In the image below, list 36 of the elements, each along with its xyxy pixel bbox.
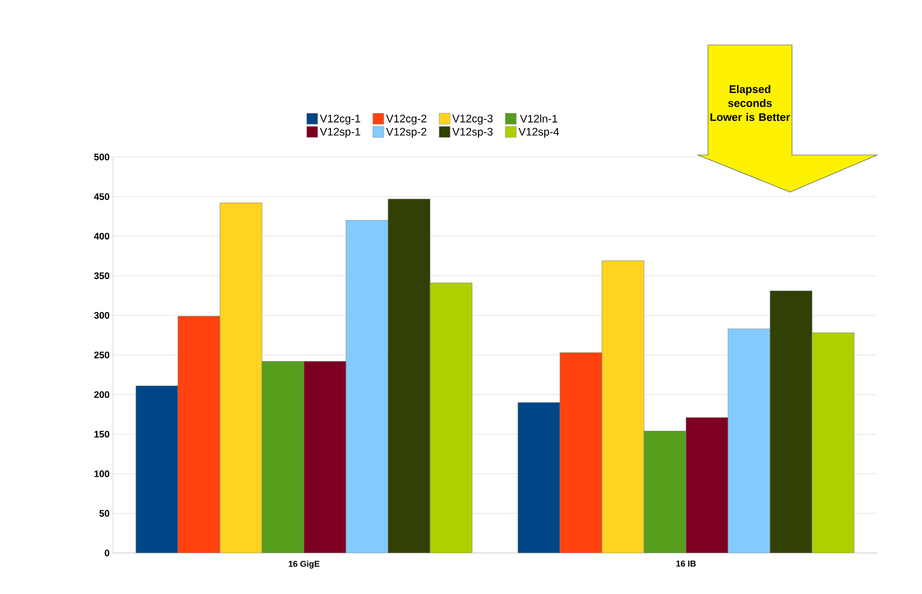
y-tick-label: 200 [94, 391, 110, 398]
legend-label: V12cg-3 [452, 114, 493, 125]
bar [560, 352, 602, 553]
bar [812, 332, 854, 553]
y-tick-label: 300 [94, 312, 110, 319]
bar [178, 316, 220, 553]
y-tick-label: 150 [94, 430, 110, 438]
legend-label: V12ln-1 [520, 114, 558, 122]
bar [136, 386, 178, 553]
bar [388, 198, 430, 553]
y-tick-label: 0 [104, 550, 110, 556]
x-tick-label: 16 IB [676, 560, 696, 567]
bar [430, 282, 472, 553]
bar [346, 220, 388, 553]
bar [770, 290, 812, 553]
y-tick-label: 450 [94, 193, 110, 200]
y-tick-label: 400 [94, 232, 110, 240]
legend-label: V12sp-1 [320, 128, 360, 138]
bar [304, 361, 346, 553]
y-tick-label: 500 [94, 154, 110, 160]
legend-label: V12sp-4 [518, 128, 559, 138]
legend-label: V12sp-2 [386, 128, 426, 138]
x-tick-label: 16 GigE [288, 560, 320, 569]
bar [728, 328, 770, 553]
bar [220, 202, 262, 553]
text: Elapsed seconds Lower is Better [710, 85, 790, 121]
y-tick-label: 100 [94, 470, 110, 478]
legend-label: V12cg-1 [320, 114, 360, 125]
y-tick-label: 250 [94, 352, 110, 358]
bar [686, 417, 728, 553]
y-tick-label: 350 [94, 272, 110, 280]
bar [518, 402, 560, 553]
legend-label: V12cg-2 [386, 114, 426, 125]
legend-label: V12sp-3 [452, 128, 493, 138]
y-tick-label: 50 [99, 510, 110, 517]
bar [602, 260, 644, 553]
